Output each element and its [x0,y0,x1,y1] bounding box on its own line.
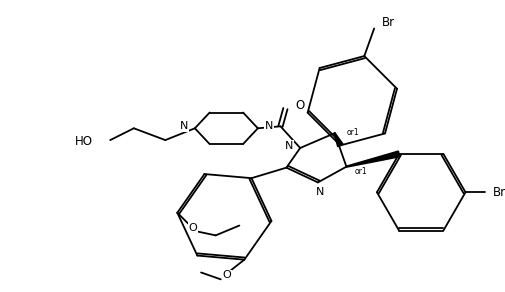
Text: N: N [284,141,293,151]
Text: N: N [179,121,187,131]
Polygon shape [333,133,342,147]
Text: Br: Br [381,16,394,29]
Text: N: N [315,187,323,197]
Polygon shape [345,151,399,167]
Text: Br: Br [492,186,505,199]
Text: HO: HO [74,135,92,147]
Text: O: O [188,223,197,232]
Text: or1: or1 [346,128,359,137]
Text: O: O [294,99,304,112]
Text: O: O [222,270,231,280]
Text: or1: or1 [354,167,366,176]
Text: N: N [264,121,273,131]
